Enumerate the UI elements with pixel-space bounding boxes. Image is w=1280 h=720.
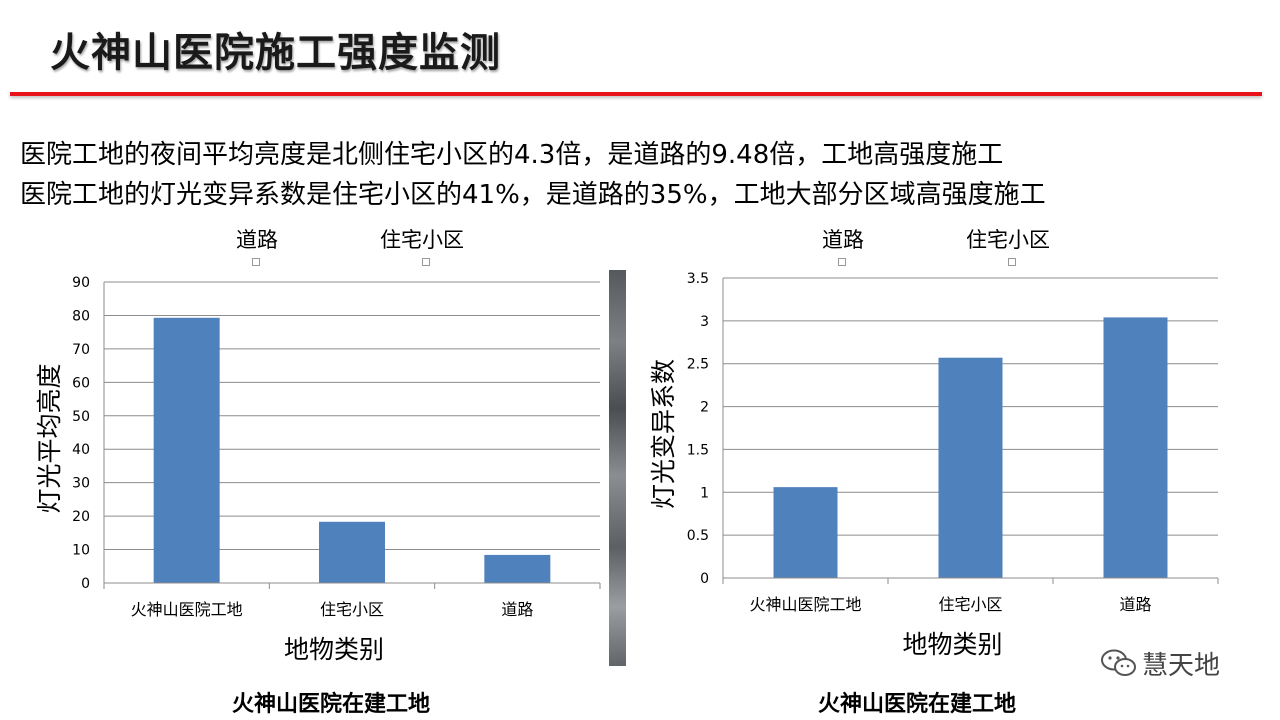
x-category-label: 住宅小区 bbox=[320, 600, 384, 619]
bar bbox=[319, 521, 385, 583]
chart2-legend-road-marker bbox=[838, 258, 846, 266]
y-tick-label: 2.5 bbox=[687, 357, 709, 373]
bar bbox=[938, 357, 1003, 578]
x-axis-title: 地物类别 bbox=[902, 630, 1002, 659]
chart1-legend-residential: 住宅小区 bbox=[380, 228, 464, 252]
satellite-photo-strip bbox=[609, 270, 626, 666]
summary-line-brightness: 医院工地的夜间平均亮度是北侧住宅小区的4.3倍，是道路的9.48倍，工地高强度施… bbox=[20, 140, 1004, 170]
chart2-legend-road: 道路 bbox=[822, 228, 864, 252]
caption-left: 火神山医院在建工地 bbox=[232, 691, 431, 717]
chart1-legend-residential-marker bbox=[422, 258, 430, 266]
x-axis-title: 地物类别 bbox=[284, 635, 384, 664]
y-tick-label: 80 bbox=[72, 308, 90, 324]
chart2-legend-residential-marker bbox=[1008, 258, 1016, 266]
slide-title: 火神山医院施工强度监测 bbox=[50, 30, 501, 76]
x-category-label: 住宅小区 bbox=[938, 595, 1002, 614]
summary-line-variation: 医院工地的灯光变异系数是住宅小区的41%，是道路的35%，工地大部分区域高强度施… bbox=[20, 180, 1046, 210]
y-tick-label: 90 bbox=[72, 275, 90, 291]
bar bbox=[153, 317, 220, 583]
bar bbox=[1103, 317, 1168, 578]
caption-right: 火神山医院在建工地 bbox=[818, 691, 1017, 717]
y-tick-label: 0.5 bbox=[687, 528, 709, 544]
y-tick-label: 60 bbox=[72, 375, 90, 391]
wechat-icon bbox=[1101, 649, 1136, 676]
y-tick-label: 0 bbox=[81, 576, 90, 592]
title-underline bbox=[10, 92, 1262, 96]
y-tick-label: 3.5 bbox=[687, 271, 709, 287]
bar bbox=[484, 554, 551, 583]
x-category-label: 火神山医院工地 bbox=[131, 600, 243, 619]
y-tick-label: 40 bbox=[72, 442, 90, 458]
y-tick-label: 3 bbox=[700, 314, 709, 330]
bar bbox=[773, 487, 838, 578]
chart2-legend-residential: 住宅小区 bbox=[966, 228, 1050, 252]
y-tick-label: 10 bbox=[72, 543, 90, 559]
x-category-label: 道路 bbox=[1119, 595, 1151, 614]
y-axis-title: 灯光平均亮度 bbox=[35, 363, 64, 513]
x-category-label: 道路 bbox=[501, 600, 533, 619]
y-axis-title: 灯光变异系数 bbox=[649, 359, 678, 509]
y-tick-label: 20 bbox=[72, 509, 90, 525]
y-tick-label: 2 bbox=[700, 400, 709, 416]
watermark-text: 慧天地 bbox=[1142, 651, 1221, 681]
y-tick-label: 1 bbox=[700, 485, 709, 501]
x-category-label: 火神山医院工地 bbox=[749, 595, 861, 614]
y-tick-label: 1.5 bbox=[687, 442, 709, 458]
y-tick-label: 0 bbox=[700, 571, 709, 587]
y-tick-label: 30 bbox=[72, 476, 90, 492]
chart1-legend-road: 道路 bbox=[236, 228, 278, 252]
y-tick-label: 70 bbox=[72, 342, 90, 358]
chart1-legend-road-marker bbox=[252, 258, 260, 266]
y-tick-label: 50 bbox=[72, 409, 90, 425]
